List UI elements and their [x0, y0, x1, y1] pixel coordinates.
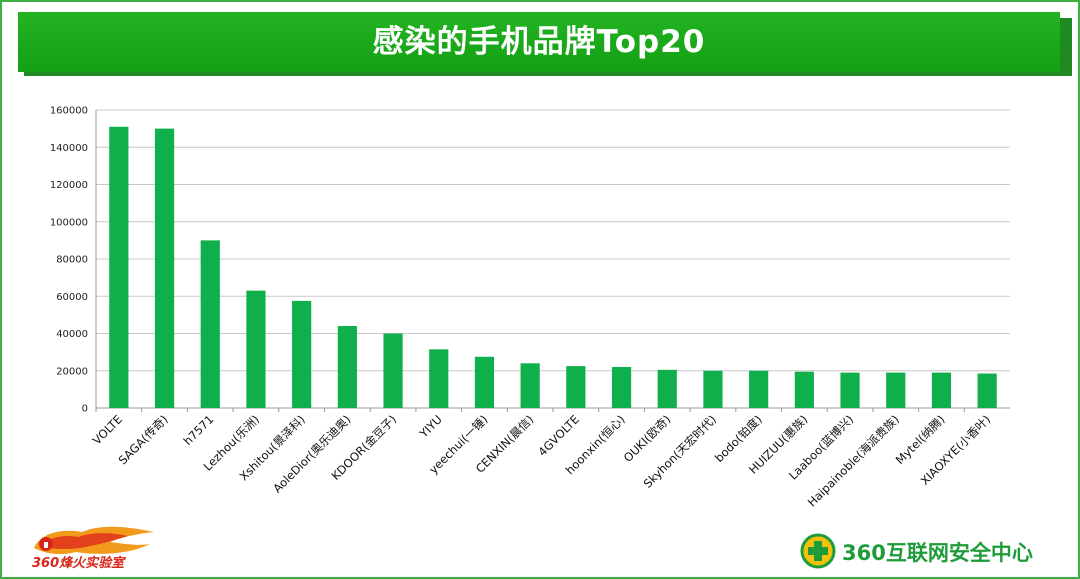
- bar: [794, 371, 814, 408]
- bar: [749, 370, 769, 408]
- x-category-label: h7571: [181, 412, 217, 448]
- bar: [474, 356, 495, 408]
- bar: [429, 349, 449, 408]
- bar: [703, 370, 723, 408]
- bar: [292, 300, 312, 408]
- x-category-label: 4GVOLTE: [535, 412, 582, 459]
- y-tick-label: 40000: [56, 329, 88, 340]
- bar: [109, 126, 129, 408]
- shield-logo-icon: [800, 533, 836, 569]
- logo-right-text: 360互联网安全中心: [842, 541, 1033, 565]
- bar: [657, 369, 677, 408]
- bar: [611, 367, 632, 408]
- y-tick-label: 100000: [50, 217, 88, 228]
- y-tick-label: 20000: [56, 366, 88, 377]
- y-tick-label: 160000: [50, 106, 88, 117]
- y-tick-label: 120000: [50, 180, 88, 191]
- bar: [246, 290, 266, 408]
- bars: [109, 126, 997, 408]
- bar: [154, 128, 175, 408]
- x-category-label: AoleDior(奥乐迪奥): [270, 412, 353, 495]
- logo-left-text: 360烽火实验室: [32, 556, 125, 571]
- y-tick-label: 80000: [56, 255, 88, 266]
- bar: [337, 326, 357, 408]
- bar: [200, 240, 220, 408]
- bar: [566, 366, 586, 408]
- bar: [886, 372, 906, 408]
- x-category-label: Haipainoble(海派贵族): [805, 412, 902, 509]
- y-tick-label: 0: [82, 404, 88, 415]
- gridlines: [95, 109, 1010, 412]
- x-category-label: YIYU: [416, 412, 445, 441]
- bar: [840, 372, 860, 408]
- bar: [931, 372, 952, 408]
- y-tick-label: 60000: [56, 292, 88, 303]
- x-category-label: SAGA(传奇): [116, 412, 171, 467]
- logo-right: 360互联网安全中心: [800, 533, 1070, 569]
- bar: [520, 363, 540, 408]
- x-category-label: VOLTE: [90, 412, 125, 447]
- y-tick-label: 140000: [50, 143, 88, 154]
- bar: [383, 333, 403, 408]
- bar-chart: 0 20000 40000 60000 80000 100000 120000 140000 1…: [50, 106, 1010, 509]
- fire-logo-icon: [34, 526, 154, 555]
- chart-title: 感染的手机品牌Top20: [18, 12, 1060, 72]
- y-axis-ticks: 0 20000 40000 60000 80000 100000 120000 140000 1…: [50, 106, 88, 415]
- bar: [977, 373, 997, 408]
